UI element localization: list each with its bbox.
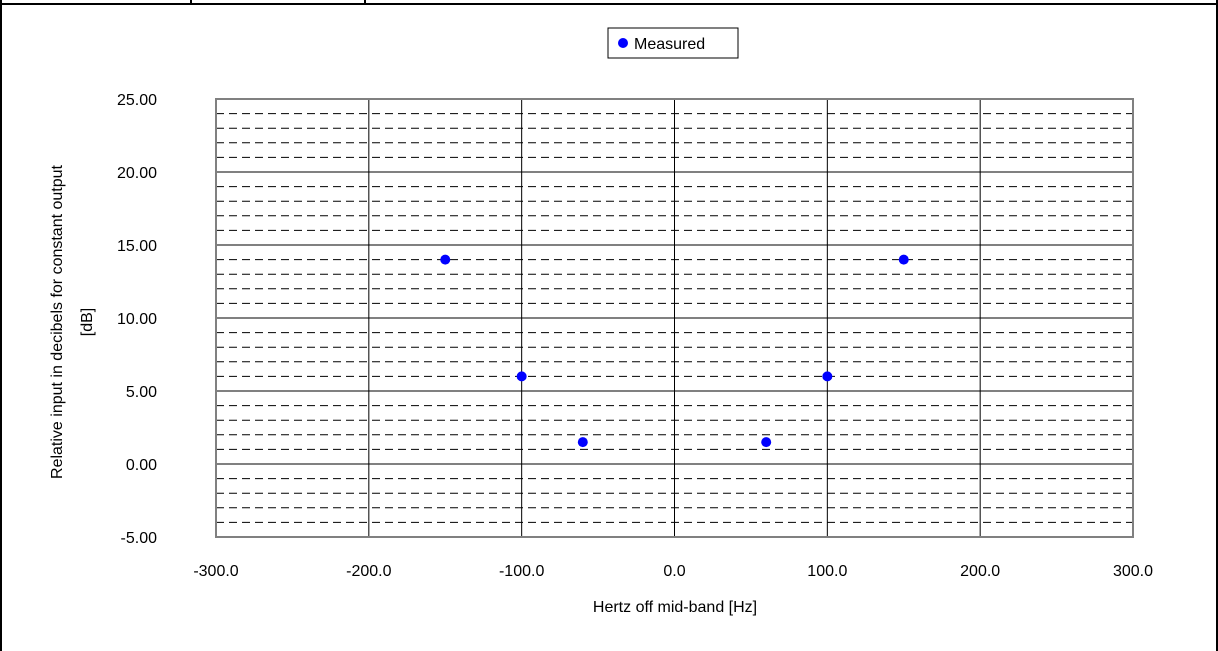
- y-tick-label: -5.00: [121, 530, 158, 547]
- x-tick-label: 100.0: [807, 563, 847, 580]
- legend-label: Measured: [634, 36, 705, 53]
- data-point: [898, 254, 909, 265]
- major-gridlines: [216, 99, 1133, 537]
- x-tick-label: 0.0: [663, 563, 685, 580]
- plot-area: [215, 98, 1134, 538]
- y-tick-label: 15.00: [117, 238, 157, 255]
- y-tick-labels: -5.00 0.00 5.00 10.00 15.00 20.00 25.00: [117, 92, 157, 547]
- y-axis-title-line-1: Relative input in decibels for constant …: [49, 164, 66, 479]
- plot-border: [215, 98, 1134, 538]
- legend-marker: [618, 38, 628, 48]
- legend-box: [607, 27, 739, 59]
- x-tick-label: -200.0: [346, 563, 391, 580]
- x-tick-label: -300.0: [193, 563, 238, 580]
- legend: Measured: [607, 27, 739, 59]
- y-tick-label: 5.00: [126, 384, 157, 401]
- y-tick-label: 10.00: [117, 311, 157, 328]
- data-point: [516, 371, 527, 382]
- data-point: [822, 371, 833, 382]
- x-axis-title: Hertz off mid-band [Hz]: [593, 599, 757, 616]
- data-point: [440, 254, 451, 265]
- x-tick-label: 300.0: [1113, 563, 1153, 580]
- data-point: [577, 437, 588, 448]
- y-tick-label: 20.00: [117, 165, 157, 182]
- y-tick-label: 25.00: [117, 92, 157, 109]
- data-points: [440, 254, 909, 448]
- x-tick-label: -100.0: [499, 563, 544, 580]
- y-axis-title: Relative input in decibels for constant …: [49, 164, 96, 479]
- y-tick-label: 0.00: [126, 457, 157, 474]
- x-tick-label: 200.0: [960, 563, 1000, 580]
- x-tick-labels: -300.0 -200.0 -100.0 0.0 100.0 200.0 300.0: [193, 563, 1153, 580]
- data-point: [761, 437, 772, 448]
- y-axis-title-line-2: [dB]: [79, 308, 96, 336]
